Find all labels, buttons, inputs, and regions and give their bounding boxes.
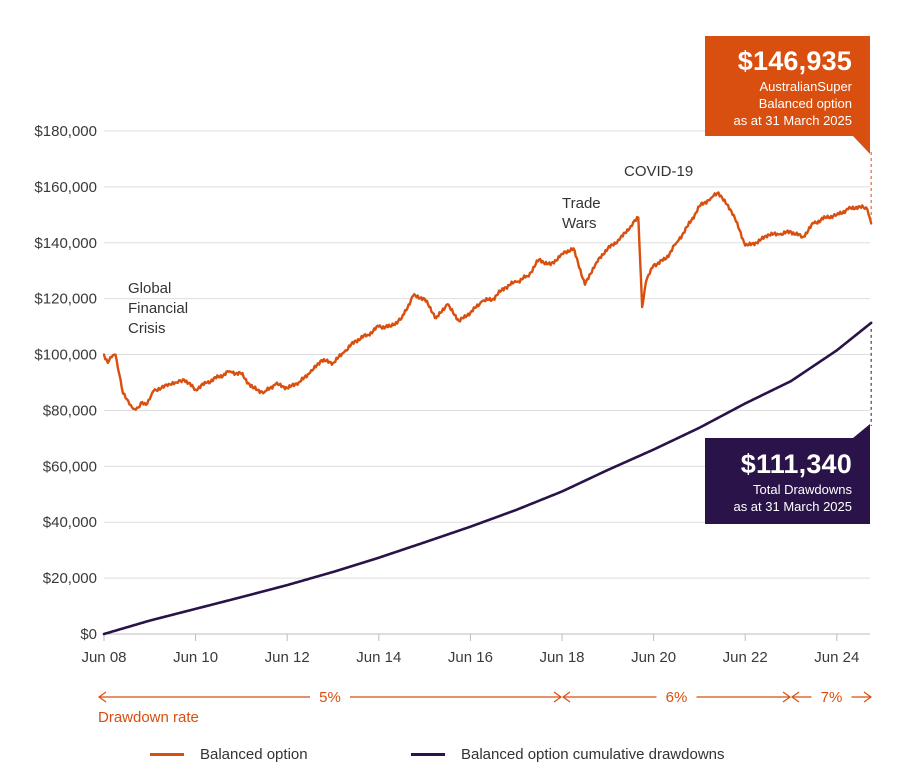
balance-callout-value: $146,935 — [737, 46, 852, 76]
legend-label-balanced: Balanced option — [200, 746, 308, 763]
callout-balance-pointer — [853, 136, 870, 154]
rate-segment-label: 7% — [821, 689, 843, 706]
x-tick-label: Jun 08 — [81, 649, 126, 666]
legend-item-balanced: Balanced option — [150, 746, 308, 763]
balanced-option-line — [102, 191, 873, 411]
x-tick-label: Jun 18 — [539, 649, 584, 666]
legend-swatch-balanced — [150, 753, 184, 756]
balance-callout-line3: as at 31 March 2025 — [733, 113, 852, 128]
drawdown-callout-value: $111,340 — [740, 449, 852, 479]
rate-arrow-head-left — [97, 691, 107, 703]
drawdown-callout-line1: Total Drawdowns — [753, 482, 852, 497]
legend-label-drawdowns: Balanced option cumulative drawdowns — [461, 746, 725, 763]
rate-arrow-head-right — [553, 691, 563, 703]
balance-callout-line1: AustralianSuper — [759, 79, 853, 94]
x-tick-label: Jun 12 — [265, 649, 310, 666]
legend-item-drawdowns: Balanced option cumulative drawdowns — [411, 746, 725, 763]
y-tick-label: $60,000 — [43, 458, 97, 475]
y-axis-ticks: $0 $20,000 $40,000 $60,000 $80,000 $100,000 $1… — [34, 123, 97, 643]
y-tick-label: $80,000 — [43, 402, 97, 419]
balance-callout: $146,935 AustralianSuper Balanced option… — [705, 36, 870, 136]
y-tick-label: $40,000 — [43, 514, 97, 531]
rate-arrow-head-right — [782, 691, 792, 703]
x-tick-label: Jun 24 — [814, 649, 859, 666]
y-tick-label: $0 — [80, 626, 97, 643]
annotation-covid: COVID-19 — [624, 163, 693, 180]
balance-callout-line2: Balanced option — [758, 96, 852, 111]
x-tick-label: Jun 10 — [173, 649, 218, 666]
series-lines — [102, 191, 873, 636]
x-tick-label: Jun 22 — [723, 649, 768, 666]
drawdown-rate-arrows: 5% 6% 7% — [97, 689, 873, 706]
y-tick-label: $180,000 — [34, 123, 97, 140]
y-tick-label: $100,000 — [34, 347, 97, 364]
y-tick-label: $20,000 — [43, 570, 97, 587]
event-annotations: Global Financial Crisis Trade Wars COVID-19 — [128, 163, 693, 337]
y-tick-label: $120,000 — [34, 291, 97, 308]
drawdown-callout-line2: as at 31 March 2025 — [733, 499, 852, 514]
rate-arrow-head-right — [863, 691, 873, 703]
rate-segment-label: 5% — [319, 689, 341, 706]
x-tick-label: Jun 16 — [448, 649, 493, 666]
callout-drawdown-pointer — [853, 424, 870, 438]
x-axis-ticks: Jun 08 Jun 10 Jun 12 Jun 14 Jun 16 Jun 18 Jun … — [81, 634, 859, 666]
rate-arrow-head-left — [561, 691, 571, 703]
drawdown-rate-label: Drawdown rate — [98, 709, 199, 726]
annotation-trade-wars: Trade Wars — [562, 195, 601, 232]
grid-lines — [104, 130, 870, 635]
drawdown-callout: $111,340 Total Drawdowns as at 31 March … — [705, 438, 870, 524]
x-tick-label: Jun 20 — [631, 649, 676, 666]
legend-swatch-drawdowns — [411, 753, 445, 756]
y-tick-label: $160,000 — [34, 179, 97, 196]
annotation-gfc: Global Financial Crisis — [128, 280, 188, 337]
y-tick-label: $140,000 — [34, 235, 97, 252]
rate-segment-label: 6% — [666, 689, 688, 706]
cumulative-drawdowns-line — [102, 321, 873, 636]
x-tick-label: Jun 14 — [356, 649, 401, 666]
rate-arrow-head-left — [790, 691, 800, 703]
